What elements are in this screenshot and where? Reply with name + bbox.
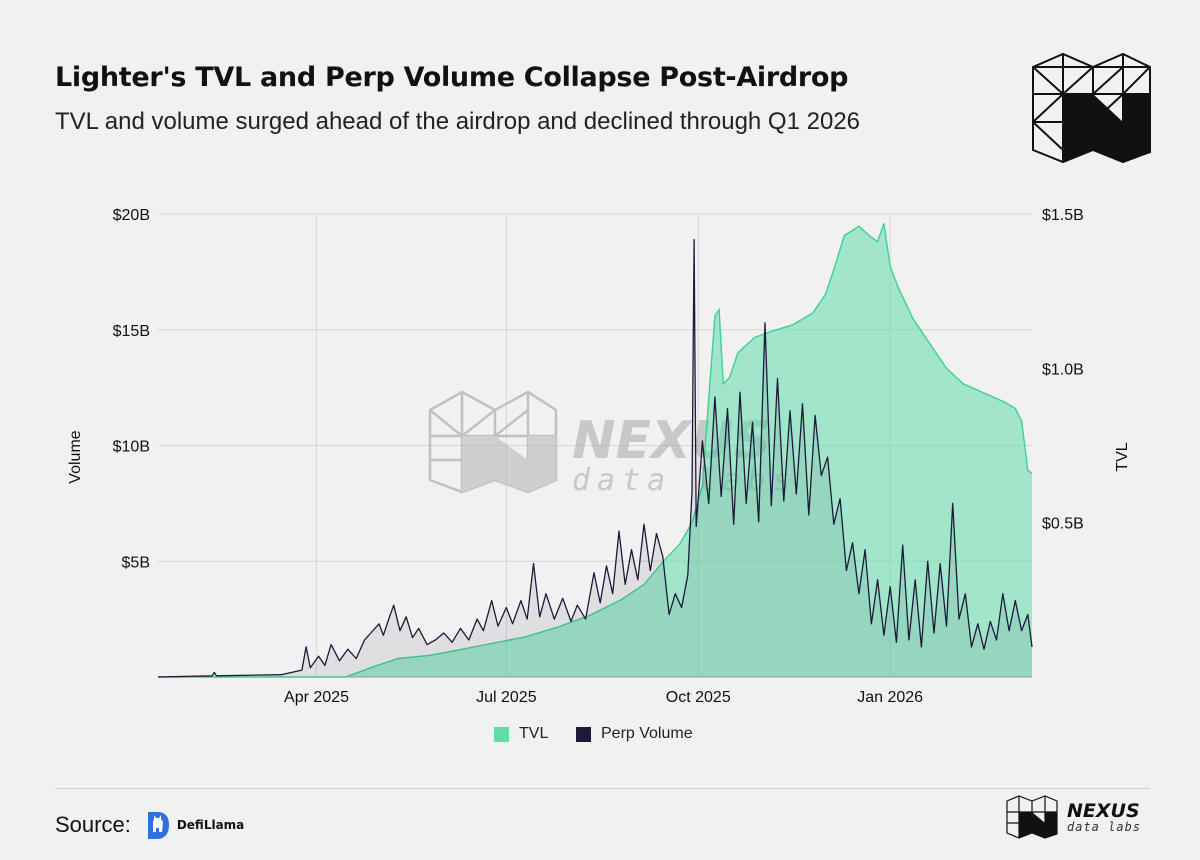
left-axis-ticks: $5B $10B $15B $20B (113, 207, 150, 571)
footer-divider (55, 788, 1150, 789)
x-tick-label: Jan 2026 (857, 689, 923, 706)
left-axis-label: Volume (67, 430, 84, 483)
nexus-small-logo-icon (1006, 795, 1058, 839)
footer-brand: NEXUS data labs (1005, 795, 1141, 839)
legend-label-perp-volume: Perp Volume (601, 725, 693, 742)
left-tick-label: $5B (122, 554, 150, 571)
brand-name: NEXUS (1067, 799, 1140, 822)
right-axis-ticks: $0.5B $1.0B $1.5B (1042, 207, 1084, 533)
perp-volume-area (158, 239, 1032, 677)
legend-item-tvl[interactable]: TVL (494, 725, 548, 743)
source-attribution: Source: DefiLlama (55, 808, 244, 842)
legend-label-tvl: TVL (519, 725, 549, 742)
defillama-icon (147, 812, 169, 839)
perp-volume-line (157, 238, 1033, 678)
tvl-area (158, 223, 1032, 678)
left-tick-label: $10B (113, 439, 150, 456)
chart-subtitle: TVL and volume surged ahead of the airdr… (55, 108, 861, 135)
source-label: Source: (55, 812, 131, 837)
nexus-logo-icon (1032, 52, 1151, 164)
legend-swatch-perp-volume (576, 726, 591, 742)
x-tick-label: Oct 2025 (666, 689, 731, 706)
left-tick-label: $20B (113, 207, 150, 224)
brand-tagline: data labs (1067, 819, 1142, 834)
x-axis-ticks: Apr 2025 Jul 2025 Oct 2025 Jan 2026 (284, 689, 923, 706)
legend-item-perp-volume[interactable]: Perp Volume (576, 725, 693, 743)
x-tick-label: Jul 2025 (476, 689, 537, 706)
left-tick-label: $15B (113, 323, 150, 340)
legend-swatch-tvl (494, 726, 509, 742)
source-name: DefiLlama (176, 818, 245, 832)
defillama-logo[interactable]: DefiLlama (145, 808, 244, 842)
right-tick-label: $0.5B (1042, 516, 1084, 533)
right-axis-label: TVL (1114, 442, 1131, 471)
chart-title: Lighter's TVL and Perp Volume Collapse P… (55, 62, 849, 93)
right-tick-label: $1.0B (1042, 361, 1084, 378)
x-tick-label: Apr 2025 (284, 689, 349, 706)
chart-legend: TVL Perp Volume (0, 725, 1200, 749)
right-tick-label: $1.5B (1042, 207, 1084, 224)
tvl-line (158, 223, 1033, 678)
